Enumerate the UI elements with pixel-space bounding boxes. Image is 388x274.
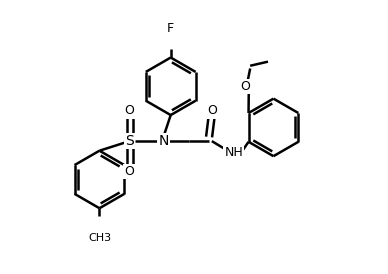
Text: O: O: [125, 165, 135, 178]
Text: S: S: [125, 134, 134, 148]
Text: O: O: [125, 104, 135, 118]
Text: O: O: [240, 80, 249, 93]
Text: O: O: [207, 104, 217, 118]
Text: NH: NH: [224, 145, 243, 159]
Text: N: N: [159, 134, 169, 148]
Text: F: F: [167, 22, 174, 35]
Text: CH3: CH3: [88, 233, 111, 243]
